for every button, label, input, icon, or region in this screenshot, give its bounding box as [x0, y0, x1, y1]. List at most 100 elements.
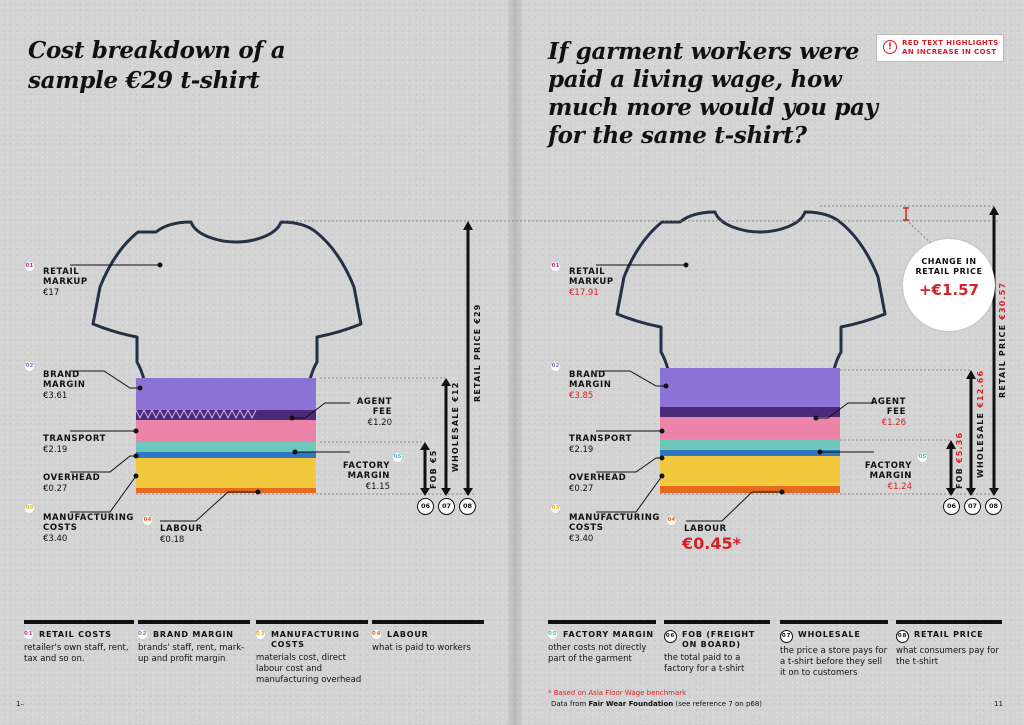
legend-title: MANUFACTURING COSTS: [271, 630, 360, 649]
right-page-title: If garment workers were paid a living wa…: [548, 38, 878, 149]
retail-price-label: RETAIL PRICE €29: [473, 303, 482, 402]
labour-value: €0.18: [160, 535, 185, 545]
legend-desc: the total paid to a factory for a t-shir…: [664, 653, 745, 674]
legend-manufacturing-costs: 03 MANUFACTURING COSTS materials cost, di…: [256, 620, 368, 686]
transport-value-right: €2.19: [569, 445, 594, 455]
num-05-right: 05: [918, 453, 927, 462]
legend-desc: what consumers pay for the t-shirt: [896, 646, 999, 667]
change-label: CHANGE IN RETAIL PRICE: [915, 257, 983, 276]
brand-margin-label-right: BRAND MARGIN: [569, 370, 612, 390]
agent-fee-value: €1.20: [367, 418, 392, 428]
manufacturing-value: €3.40: [43, 534, 68, 544]
brand-margin-label: BRAND MARGIN: [43, 370, 86, 390]
legend-brand-margin: 02 BRAND MARGIN brands' staff, rent, mark…: [138, 620, 250, 665]
wholesale-value-right: €12.66: [976, 369, 985, 408]
legend-title: LABOUR: [387, 630, 429, 639]
legend-fob: 06 FOB (FREIGHT ON BOARD) the total paid …: [664, 620, 770, 675]
legend-num: 03: [256, 630, 266, 639]
legend-retail-price: 08 RETAIL PRICE what consumers pay for th…: [896, 620, 1002, 668]
legend-title: RETAIL COSTS: [39, 630, 112, 639]
labour-band: [136, 488, 316, 493]
wholesale-word: WHOLESALE: [976, 411, 985, 478]
legend-num: 04: [372, 630, 382, 639]
legend-title: WHOLESALE: [798, 630, 861, 639]
fob-word: FOB: [955, 467, 964, 489]
labour-value-right: €0.45*: [682, 534, 741, 553]
overhead-value-right: €0.27: [569, 484, 594, 494]
notice-text: RED TEXT HIGHLIGHTS AN INCREASE IN COST: [902, 39, 999, 56]
footnote: * Based on Asia Floor Wage benchmark: [548, 689, 687, 697]
red-text-notice: ! RED TEXT HIGHLIGHTS AN INCREASE IN COS…: [876, 34, 1004, 62]
manufacturing-band: [136, 458, 316, 488]
retail-markup-value: €17: [43, 288, 60, 298]
num-01: 01: [25, 262, 34, 271]
change-in-retail-price-bubble: CHANGE IN RETAIL PRICE +€1.57: [903, 239, 995, 331]
circle-07: 07: [438, 498, 455, 515]
num-03: 03: [25, 504, 34, 513]
right-tshirt: [615, 210, 887, 493]
retail-markup-label-right: RETAIL MARKUP: [569, 267, 614, 287]
page-gutter: [508, 0, 522, 725]
overhead-value: €0.27: [43, 484, 68, 494]
circle-08: 08: [459, 498, 476, 515]
factory-margin-label-right: FACTORY MARGIN: [864, 461, 912, 481]
manufacturing-label-right: MANUFACTURING COSTS: [569, 513, 660, 533]
fob-value-right: €5.36: [955, 431, 964, 464]
legend-desc: brands' staff, rent, mark-up and profit …: [138, 643, 245, 664]
transport-value: €2.19: [43, 445, 68, 455]
transport-band: [136, 420, 316, 442]
legend-num: 08: [896, 630, 909, 643]
retail-markup-value-right: €17.91: [569, 288, 599, 298]
legend-desc: what is paid to workers: [372, 643, 471, 653]
retail-markup-label: RETAIL MARKUP: [43, 267, 88, 287]
data-source: Data from Fair Wear Foundation (see refe…: [551, 699, 762, 709]
num-02: 02: [25, 362, 34, 371]
price-change-marker: [903, 207, 933, 245]
brand-margin-band: [136, 378, 316, 412]
num-02-right: 02: [551, 362, 560, 371]
fob-label-right: FOB €5.36: [955, 432, 964, 489]
change-value: +€1.57: [918, 281, 979, 299]
legend-labour: 04 LABOUR what is paid to workers: [372, 620, 484, 654]
overhead-band: [136, 452, 316, 458]
legend-title: RETAIL PRICE: [914, 630, 984, 639]
labour-label: LABOUR: [160, 524, 203, 534]
legend-title: FACTORY MARGIN: [563, 630, 654, 639]
manufacturing-value-right: €3.40: [569, 534, 594, 544]
manufacturing-label: MANUFACTURING COSTS: [43, 513, 134, 533]
agent-fee-value-right: €1.26: [881, 418, 906, 428]
circle-08-right: 08: [985, 498, 1002, 515]
legend-num: 06: [664, 630, 677, 643]
retail-price-label-right: RETAIL PRICE €30.57: [998, 282, 1007, 398]
page-number-left: 1–: [16, 700, 24, 708]
legend-desc: other costs not directly part of the gar…: [548, 643, 647, 664]
brand-margin-value: €3.61: [43, 391, 68, 401]
source-suffix: (see reference 7 on p68): [673, 700, 763, 708]
factory-margin-value: €1.15: [365, 482, 390, 492]
num-05: 05: [393, 453, 402, 462]
fob-label: FOB €5: [429, 449, 438, 489]
legend-desc: materials cost, direct labour cost and m…: [256, 653, 362, 685]
wholesale-label: WHOLESALE €12: [451, 381, 460, 472]
legend-wholesale: 07 WHOLESALE the price a store pays for a…: [780, 620, 888, 679]
legend-desc: retailer's own staff, rent, tax and so o…: [24, 643, 129, 664]
retail-price-value-right: €30.57: [998, 281, 1007, 320]
factory-margin-label: FACTORY MARGIN: [342, 461, 390, 481]
agent-fee-label-right: AGENT FEE: [870, 397, 906, 417]
left-page-title: Cost breakdown of a sample €29 t-shirt: [28, 37, 286, 94]
num-03-right: 03: [551, 504, 560, 513]
legend-title: BRAND MARGIN: [153, 630, 234, 639]
labour-label-right: LABOUR: [684, 524, 727, 534]
transport-label-right: TRANSPORT: [569, 434, 632, 444]
retail-price-word: RETAIL PRICE: [998, 323, 1007, 398]
num-01-right: 01: [551, 262, 560, 271]
num-04: 04: [143, 516, 152, 525]
circle-07-right: 07: [964, 498, 981, 515]
brand-margin-value-right: €3.85: [569, 391, 594, 401]
circle-06: 06: [417, 498, 434, 515]
wholesale-label-right: WHOLESALE €12.66: [976, 370, 985, 478]
legend-num: 07: [780, 630, 793, 643]
page-number-right: 11: [994, 700, 1003, 708]
